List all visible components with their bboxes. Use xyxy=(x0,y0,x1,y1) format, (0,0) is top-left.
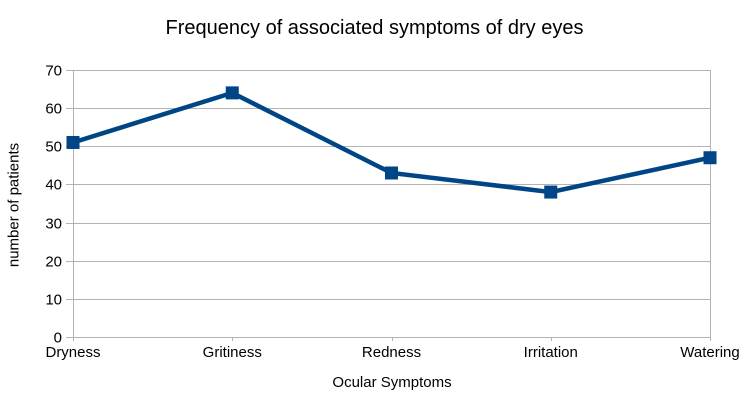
data-point-marker xyxy=(703,151,717,165)
y-tick-label: 10 xyxy=(45,292,62,309)
y-tick-label: 40 xyxy=(45,177,62,194)
x-category-label: Watering xyxy=(680,344,739,361)
y-tick-label: 50 xyxy=(45,139,62,156)
chart-title: Frequency of associated symptoms of dry … xyxy=(165,17,584,39)
data-point-marker xyxy=(66,135,80,149)
y-tick-label: 20 xyxy=(45,254,62,271)
y-tick-label: 30 xyxy=(45,216,62,233)
x-category-label: Gritiness xyxy=(203,344,262,361)
y-tick-label: 70 xyxy=(45,63,62,80)
x-axis-title: Ocular Symptoms xyxy=(332,374,452,391)
y-tick-label: 60 xyxy=(45,101,62,118)
y-tick-label: 0 xyxy=(54,330,62,347)
x-category-label: Dryness xyxy=(45,344,100,361)
data-point-marker xyxy=(385,166,398,180)
data-point-marker xyxy=(225,86,239,100)
x-category-label: Irritation xyxy=(524,344,578,361)
data-point-marker xyxy=(544,185,558,199)
x-category-label: Redness xyxy=(362,344,421,361)
